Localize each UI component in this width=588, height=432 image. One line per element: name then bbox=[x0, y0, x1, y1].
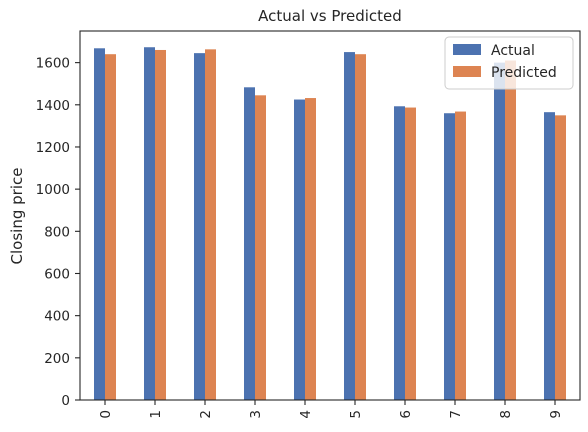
y-tick-label-200: 200 bbox=[44, 351, 70, 367]
bar-actual-2 bbox=[194, 53, 205, 400]
bar-actual-0 bbox=[94, 48, 105, 401]
legend-label-actual: Actual bbox=[491, 43, 535, 59]
bar-actual-6 bbox=[394, 106, 405, 400]
plot-frame bbox=[79, 30, 581, 401]
legend-swatch-actual bbox=[453, 44, 481, 55]
y-tick-label-800: 800 bbox=[44, 224, 70, 240]
legend-label-predicted: Predicted bbox=[491, 65, 557, 81]
chart-title: Actual vs Predicted bbox=[258, 7, 402, 25]
bar-actual-9 bbox=[544, 112, 555, 401]
bar-actual-5 bbox=[344, 52, 355, 400]
x-tick-label-2: 2 bbox=[198, 410, 214, 419]
bar-predicted-6 bbox=[405, 107, 416, 401]
y-tick-label-400: 400 bbox=[44, 309, 70, 325]
x-tick-label-1: 1 bbox=[148, 410, 164, 419]
x-tick-label-6: 6 bbox=[398, 410, 414, 419]
bar-predicted-8 bbox=[505, 60, 516, 401]
legend-swatch-predicted bbox=[453, 66, 481, 77]
bar-actual-3 bbox=[244, 87, 255, 400]
y-tick-label-600: 600 bbox=[44, 266, 70, 282]
bar-actual-8 bbox=[494, 62, 505, 400]
x-tick-label-5: 5 bbox=[348, 410, 364, 419]
bar-actual-1 bbox=[144, 47, 155, 401]
x-tick-label-0: 0 bbox=[98, 410, 114, 419]
x-tick-label-9: 9 bbox=[548, 410, 564, 419]
x-tick-label-8: 8 bbox=[498, 410, 514, 419]
y-tick-label-0: 0 bbox=[61, 393, 70, 409]
x-tick-label-7: 7 bbox=[448, 410, 464, 419]
bar-predicted-0 bbox=[105, 54, 116, 401]
bar-predicted-9 bbox=[555, 115, 566, 400]
bar-actual-7 bbox=[444, 113, 455, 400]
bars-layer bbox=[94, 47, 566, 401]
bar-actual-4 bbox=[294, 99, 305, 401]
x-tick-label-4: 4 bbox=[298, 410, 314, 419]
bar-predicted-5 bbox=[355, 54, 366, 401]
bar-predicted-3 bbox=[255, 95, 266, 400]
y-tick-label-1600: 1600 bbox=[36, 56, 70, 72]
y-tick-label-1400: 1400 bbox=[36, 98, 70, 114]
bar-predicted-1 bbox=[155, 49, 166, 400]
x-tick-label-3: 3 bbox=[248, 410, 264, 419]
bar-predicted-2 bbox=[205, 49, 216, 400]
bar-predicted-4 bbox=[305, 98, 316, 400]
bar-predicted-7 bbox=[455, 111, 466, 401]
legend: Actual Predicted bbox=[444, 36, 574, 90]
axes-layer: 0 200 400 600 800 1000 1200 1400 1600 0 1 2 3 4 5 6 7 8 9 bbox=[36, 30, 581, 419]
y-axis-label: Closing price bbox=[8, 168, 26, 265]
y-tick-label-1000: 1000 bbox=[36, 182, 70, 198]
y-tick-label-1200: 1200 bbox=[36, 140, 70, 156]
